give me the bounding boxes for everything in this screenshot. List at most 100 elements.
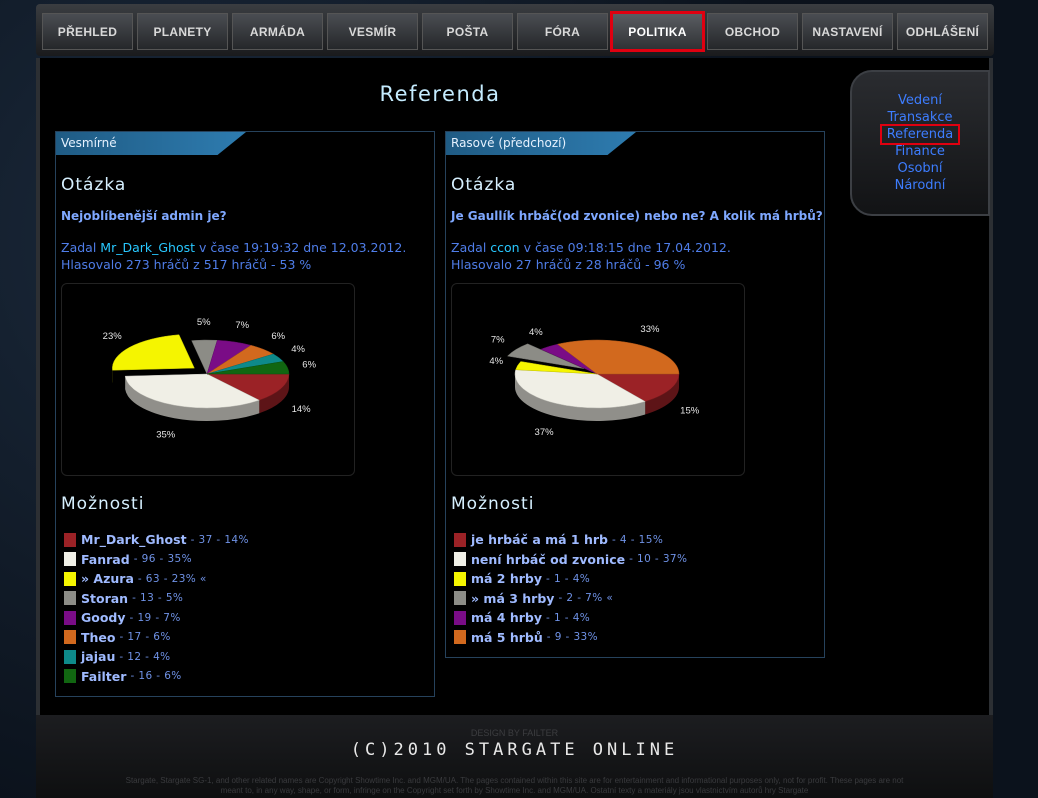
pie-slice <box>515 361 598 375</box>
turnout: Hlasovalo 273 hráčů z 517 hráčů - 53 % <box>61 257 312 272</box>
option-detail: - 16 - 6% <box>130 670 182 683</box>
copyright: Stargate, Stargate SG-1, and other relat… <box>125 776 904 795</box>
author[interactable]: ccon <box>490 240 520 255</box>
pie-slice <box>556 339 680 375</box>
option-row: Theo - 17 - 6% <box>64 628 434 648</box>
option-name[interactable]: má 5 hrbů <box>471 629 543 645</box>
side-link[interactable]: Transakce <box>887 110 953 125</box>
poll-info: Zadal Mr_Dark_Ghost v čase 19:19:32 dne … <box>61 239 434 273</box>
nav-tab[interactable]: FÓRA <box>517 13 608 50</box>
asked-time: v čase 19:19:32 dne 12.03.2012. <box>199 240 407 255</box>
option-swatch <box>64 532 76 547</box>
option-name[interactable]: Fanrad <box>81 551 130 567</box>
side-link[interactable]: Finance <box>895 144 945 159</box>
nav-tab[interactable]: ODHLÁŠENÍ <box>897 13 988 50</box>
option-swatch <box>64 649 76 664</box>
option-name[interactable]: Failter <box>81 668 127 684</box>
option-name[interactable]: má 4 hrby <box>471 610 543 626</box>
pie-label: 15% <box>680 406 700 417</box>
side-link[interactable]: Osobní <box>897 161 943 176</box>
nav-tab[interactable]: PLANETY <box>137 13 228 50</box>
poll-panel: Vesmírné Otázka Nejoblíbenější admin je? Za… <box>55 131 435 697</box>
pie-label: 14% <box>292 404 312 415</box>
options-list: je hrbáč a má 1 hrb - 4 - 15% není hrbáč o… <box>454 530 824 647</box>
option-swatch <box>64 669 76 684</box>
nav-tab[interactable]: PŘEHLED <box>42 13 133 50</box>
panel-tab: Rasové (předchozí) <box>446 132 636 155</box>
pie-label: 4% <box>291 344 305 355</box>
poll-info: Zadal ccon v čase 09:18:15 dne 17.04.201… <box>451 239 824 273</box>
options-list: Mr_Dark_Ghost - 37 - 14% Fanrad - 96 - 35%»… <box>64 530 434 686</box>
pie-slice <box>596 373 680 402</box>
option-detail: - 1 - 4% <box>546 611 591 624</box>
page-title: Referenda <box>379 82 501 106</box>
option-swatch <box>454 552 466 567</box>
question-heading: Otázka <box>61 175 127 195</box>
nav-tab[interactable]: POŠTA <box>422 13 513 50</box>
option-name[interactable]: je hrbáč a má 1 hrb <box>471 532 608 548</box>
option-swatch <box>64 571 76 586</box>
asked-time: v čase 09:18:15 dne 17.04.2012. <box>523 240 731 255</box>
nav-tab[interactable]: OBCHOD <box>707 13 798 50</box>
option-row: má 2 hrby - 1 - 4% <box>454 569 824 589</box>
option-name[interactable]: má 2 hrby <box>471 571 543 587</box>
option-detail: - 4 - 15% <box>611 533 664 546</box>
pie-slice <box>206 373 290 401</box>
option-swatch <box>64 630 76 645</box>
option-name[interactable]: » Azura <box>81 571 134 587</box>
option-swatch <box>454 591 466 606</box>
footer: DESIGN BY FAILTER (C)2010 STARGATE ONLIN… <box>36 715 993 798</box>
option-name[interactable]: Storan <box>81 590 129 606</box>
nav-tab[interactable]: ARMÁDA <box>232 13 323 50</box>
option-row: není hrbáč od zvonice - 10 - 37% <box>454 550 824 570</box>
option-detail: - 10 - 37% <box>629 553 688 566</box>
option-name[interactable]: není hrbáč od zvonice <box>471 551 626 567</box>
option-detail: - 37 - 14% <box>190 533 249 546</box>
pie-label: 4% <box>489 356 503 367</box>
pie-slice-side <box>645 374 679 415</box>
option-swatch <box>64 610 76 625</box>
option-name[interactable]: Theo <box>81 629 116 645</box>
panel-tab: Vesmírné <box>56 132 246 155</box>
option-swatch <box>64 591 76 606</box>
pie-label: 23% <box>103 331 123 342</box>
pie-chart: 14% 35% 23% 5% 7% 6% 4% 6% <box>61 283 355 476</box>
asked-prefix: Zadal <box>451 240 487 255</box>
option-detail: - 2 - 7% « <box>558 592 614 605</box>
side-link[interactable]: Vedení <box>898 93 942 108</box>
pie-slice-side <box>125 376 260 421</box>
option-detail: - 96 - 35% <box>133 553 192 566</box>
option-detail: - 17 - 6% <box>119 631 171 644</box>
option-row: Mr_Dark_Ghost - 37 - 14% <box>64 530 434 550</box>
option-row: » Azura - 63 - 23% « <box>64 569 434 589</box>
option-name[interactable]: Goody <box>81 610 126 626</box>
option-swatch <box>454 532 466 547</box>
pie-label: 7% <box>491 334 505 345</box>
side-link[interactable]: Referenda <box>880 124 960 145</box>
pie-label: 4% <box>529 327 543 338</box>
side-link[interactable]: Národní <box>894 178 946 193</box>
author[interactable]: Mr_Dark_Ghost <box>100 240 196 255</box>
nav-tab[interactable]: NASTAVENÍ <box>802 13 893 50</box>
logo: (C)2010 STARGATE ONLINE <box>350 740 679 760</box>
pie-slice <box>514 369 646 409</box>
option-name[interactable]: jajau <box>81 649 116 665</box>
pie-label: 37% <box>535 427 555 438</box>
option-row: jajau - 12 - 4% <box>64 647 434 667</box>
option-swatch <box>64 552 76 567</box>
pie-label: 6% <box>271 331 285 342</box>
nav-tab[interactable]: POLITIKA <box>610 11 705 52</box>
option-name[interactable]: » má 3 hrby <box>471 590 555 606</box>
option-row: Failter - 16 - 6% <box>64 667 434 687</box>
nav-tab[interactable]: VESMÍR <box>327 13 418 50</box>
option-name[interactable]: Mr_Dark_Ghost <box>81 532 187 548</box>
pie-slice <box>206 361 290 375</box>
question: Nejoblíbenější admin je? <box>61 209 227 223</box>
question: Je Gaullík hrbáč(od zvonice) nebo ne? A … <box>451 209 823 223</box>
pie-label: 33% <box>640 324 660 335</box>
option-row: je hrbáč a má 1 hrb - 4 - 15% <box>454 530 824 550</box>
question-heading: Otázka <box>451 175 517 195</box>
option-row: Goody - 19 - 7% <box>64 608 434 628</box>
option-row: Fanrad - 96 - 35% <box>64 550 434 570</box>
